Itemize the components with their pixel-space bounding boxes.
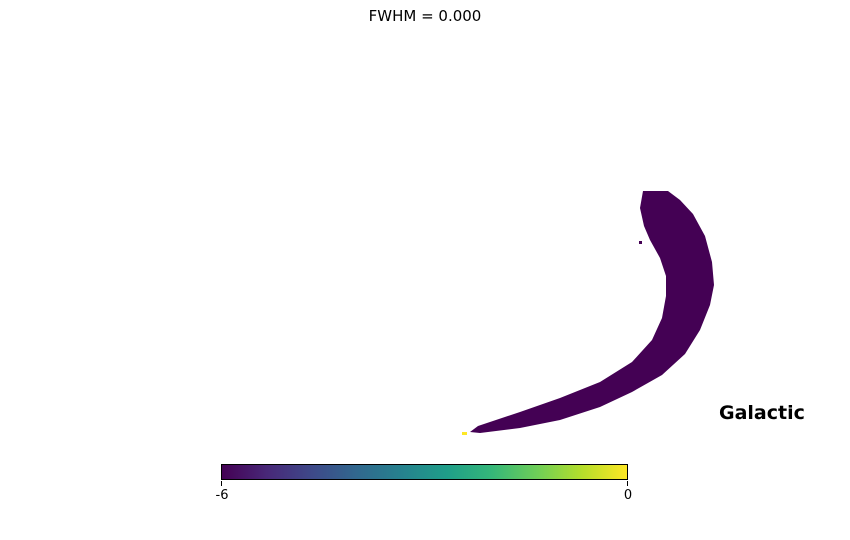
chart-title: FWHM = 0.000 — [368, 7, 482, 25]
arc-region — [470, 191, 714, 433]
arc-speck — [639, 241, 642, 244]
colorbar-tick-label-max: 0 — [623, 488, 633, 503]
colorbar-tick-label-min: -6 — [215, 488, 229, 503]
coordinate-label: Galactic — [719, 402, 805, 424]
colorbar-tick-max — [627, 481, 628, 486]
tip-point — [462, 432, 467, 435]
colorbar-tick-min — [221, 481, 222, 486]
colorbar — [221, 464, 628, 480]
